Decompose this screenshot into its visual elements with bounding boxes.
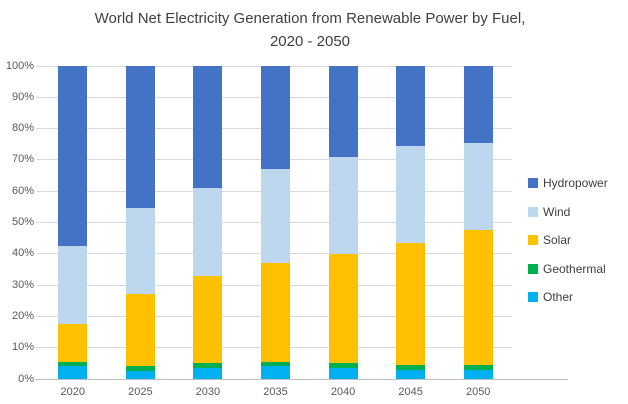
chart-title: World Net Electricity Generation from Re… bbox=[0, 7, 620, 53]
legend-label: Solar bbox=[543, 233, 572, 248]
bar-segment-other-2020 bbox=[58, 366, 88, 379]
bar-segment-hydropower-2040 bbox=[328, 66, 358, 157]
bar-segment-other-2030 bbox=[193, 368, 223, 379]
legend: Hydropower Wind Solar Geothermal Other bbox=[528, 169, 608, 312]
bar-2020 bbox=[58, 66, 88, 379]
y-axis-tick-label: 80% bbox=[11, 122, 34, 135]
bar-segment-solar-2045 bbox=[396, 242, 426, 365]
bar-segment-wind-2040 bbox=[328, 156, 358, 254]
bar-2050 bbox=[463, 66, 493, 379]
bar-segment-solar-2050 bbox=[463, 230, 493, 365]
legend-item-geothermal: Geothermal bbox=[528, 255, 608, 284]
y-axis-tick-label: 30% bbox=[11, 278, 34, 291]
bar-segment-geothermal-2050 bbox=[463, 364, 493, 370]
bar-segment-wind-2025 bbox=[125, 208, 155, 295]
legend-swatch-hydropower-icon bbox=[528, 178, 538, 189]
x-axis-label-2045: 2045 bbox=[398, 386, 423, 398]
bar-segment-solar-2025 bbox=[125, 294, 155, 367]
legend-label: Wind bbox=[543, 204, 571, 219]
legend-item-wind: Wind bbox=[528, 198, 608, 227]
y-axis-tick-label: 100% bbox=[5, 59, 34, 72]
legend-item-solar: Solar bbox=[528, 226, 608, 255]
bar-segment-hydropower-2020 bbox=[58, 66, 88, 246]
y-axis-tick-label: 20% bbox=[11, 309, 34, 322]
bar-segment-solar-2035 bbox=[261, 263, 290, 362]
bar-segment-geothermal-2040 bbox=[328, 363, 358, 369]
y-axis-tick-label: 90% bbox=[11, 90, 34, 103]
bar-segment-geothermal-2030 bbox=[193, 363, 223, 368]
legend-swatch-solar-icon bbox=[528, 235, 538, 246]
bar-segment-hydropower-2050 bbox=[463, 66, 493, 143]
y-axis-tick-label: 50% bbox=[11, 216, 34, 228]
x-axis-line bbox=[36, 378, 568, 380]
bar-segment-other-2035 bbox=[261, 366, 290, 379]
bar-segment-wind-2035 bbox=[261, 169, 290, 264]
bar-2045 bbox=[396, 66, 426, 379]
bar-segment-other-2025 bbox=[125, 371, 155, 379]
bar-segment-other-2040 bbox=[328, 368, 358, 379]
bar-segment-geothermal-2025 bbox=[125, 366, 155, 372]
bar-segment-solar-2030 bbox=[193, 275, 223, 364]
y-axis-tick-label: 70% bbox=[11, 153, 34, 166]
bar-segment-solar-2040 bbox=[328, 253, 358, 364]
x-axis-label-2020: 2020 bbox=[60, 386, 86, 398]
y-axis-tick-label: 60% bbox=[11, 184, 34, 197]
legend-label: Other bbox=[543, 290, 574, 305]
legend-item-other: Other bbox=[528, 283, 608, 312]
bar-2040 bbox=[328, 66, 358, 379]
bar-segment-other-2045 bbox=[396, 369, 426, 379]
legend-swatch-wind-icon bbox=[528, 206, 538, 217]
bar-segment-other-2050 bbox=[463, 369, 493, 379]
x-axis-label-2025: 2025 bbox=[128, 386, 153, 398]
bar-segment-wind-2030 bbox=[193, 188, 223, 276]
bar-segment-hydropower-2035 bbox=[261, 66, 290, 170]
bar-2035 bbox=[261, 66, 290, 379]
y-axis-tick-label: 10% bbox=[11, 341, 34, 354]
bar-segment-wind-2050 bbox=[463, 142, 493, 231]
bar-segment-wind-2045 bbox=[396, 145, 426, 243]
chart-title-line2: 2020 - 2050 bbox=[269, 33, 351, 50]
bar-segment-hydropower-2025 bbox=[125, 66, 155, 209]
bar-segment-hydropower-2045 bbox=[396, 66, 426, 146]
bar-segment-geothermal-2020 bbox=[58, 361, 88, 367]
bar-segment-solar-2020 bbox=[58, 324, 88, 362]
legend-label: Geothermal bbox=[543, 261, 606, 276]
legend-item-hydropower: Hydropower bbox=[528, 169, 608, 198]
x-axis-label-2030: 2030 bbox=[195, 386, 221, 398]
legend-swatch-other-icon bbox=[528, 292, 538, 303]
bar-2030 bbox=[193, 66, 223, 379]
legend-swatch-geothermal-icon bbox=[528, 263, 538, 274]
x-axis-label-2035: 2035 bbox=[263, 386, 288, 398]
legend-label: Hydropower bbox=[543, 176, 608, 191]
bar-segment-geothermal-2045 bbox=[396, 364, 426, 370]
x-axis-label-2040: 2040 bbox=[330, 386, 356, 398]
bar-segment-hydropower-2030 bbox=[193, 66, 223, 189]
bar-segment-wind-2020 bbox=[58, 245, 88, 325]
y-axis-tick-label: 40% bbox=[11, 247, 34, 260]
bar-2025 bbox=[125, 66, 155, 379]
x-axis-label-2050: 2050 bbox=[465, 386, 491, 398]
y-axis-tick-label: 0% bbox=[18, 372, 34, 385]
bar-segment-geothermal-2035 bbox=[261, 361, 290, 367]
chart-title-line1: World Net Electricity Generation from Re… bbox=[94, 10, 526, 27]
